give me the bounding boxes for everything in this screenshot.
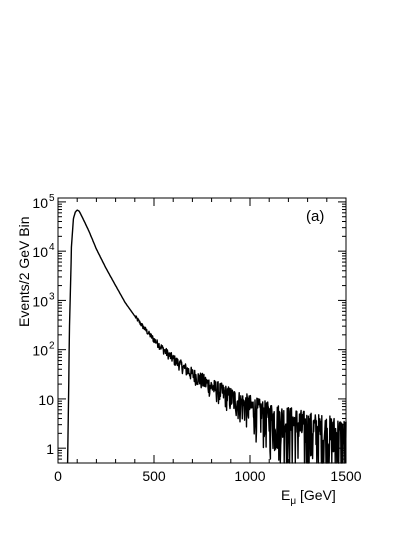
y-tick-label: 10 bbox=[32, 343, 48, 359]
y-tick-exponent: 3 bbox=[49, 291, 55, 302]
y-tick-label: 10 bbox=[38, 392, 54, 408]
plot-frame bbox=[57, 197, 347, 464]
y-tick-label: 1 bbox=[46, 441, 54, 457]
y-tick-label: 10 bbox=[32, 293, 48, 309]
x-axis-title: Eμ [GeV] bbox=[281, 487, 336, 507]
x-tick-label: 1500 bbox=[330, 468, 361, 484]
x-axis-title-unit: [GeV] bbox=[300, 487, 336, 503]
x-tick-label: 0 bbox=[54, 468, 62, 484]
y-tick-label: 10 bbox=[32, 244, 48, 260]
axis-ticks bbox=[57, 198, 347, 464]
x-tick-label: 500 bbox=[142, 468, 166, 484]
x-axis-title-main: E bbox=[281, 487, 290, 503]
y-tick-exponent: 2 bbox=[49, 341, 55, 352]
x-tick-label: 1000 bbox=[234, 468, 265, 484]
series-line bbox=[66, 209, 347, 464]
y-axis-title: Events/2 GeV Bin bbox=[16, 216, 32, 327]
x-tick-labels: 0 500 1000 1500 bbox=[54, 468, 362, 484]
annotation-label: (a) bbox=[306, 208, 324, 225]
y-tick-exponent: 4 bbox=[49, 242, 55, 253]
x-axis-title-sub: μ bbox=[290, 496, 296, 507]
y-tick-exponent: 5 bbox=[49, 193, 55, 204]
y-tick-label: 10 bbox=[32, 195, 48, 211]
